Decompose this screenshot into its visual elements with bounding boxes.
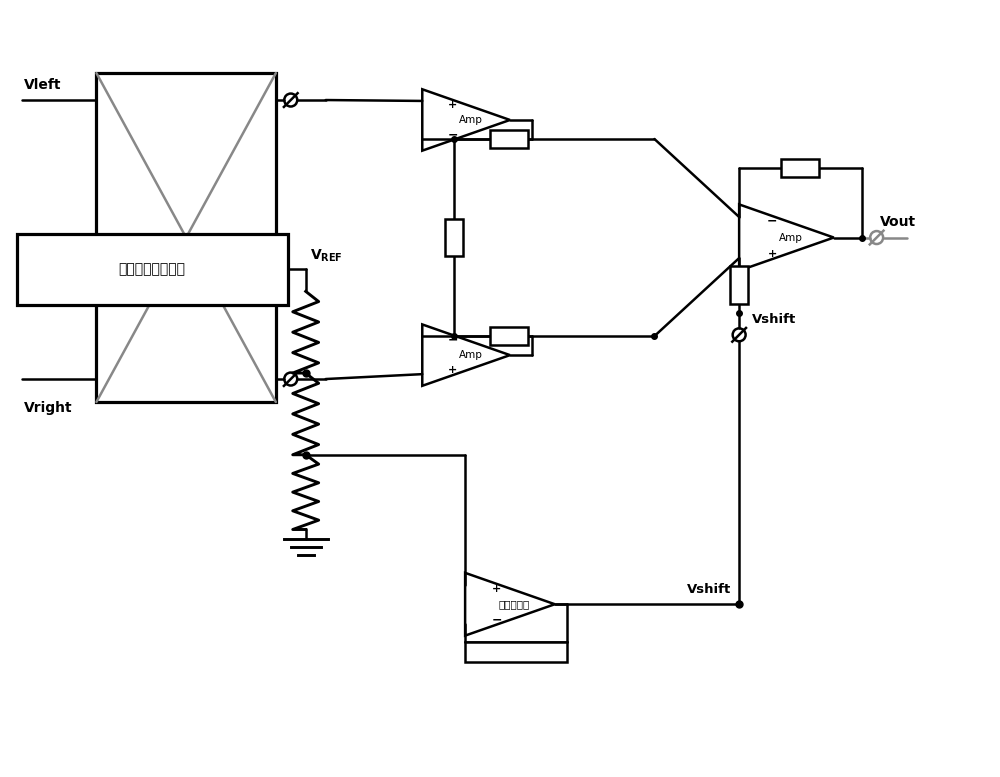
Bar xyxy=(445,218,463,256)
Bar xyxy=(730,266,748,304)
Text: Vright: Vright xyxy=(24,401,72,415)
Text: Vout: Vout xyxy=(880,214,916,228)
Text: Amp: Amp xyxy=(459,350,482,360)
Bar xyxy=(96,73,276,402)
Text: 高精度参考电压源: 高精度参考电压源 xyxy=(119,263,186,277)
Bar xyxy=(17,234,288,305)
Text: $\mathbf{V_{REF}}$: $\mathbf{V_{REF}}$ xyxy=(310,247,342,264)
Bar xyxy=(490,130,528,148)
Text: +: + xyxy=(448,365,458,375)
Bar xyxy=(781,159,819,176)
Text: −: − xyxy=(767,214,778,228)
Text: +: + xyxy=(768,249,777,259)
Text: 缓冲放大器: 缓冲放大器 xyxy=(499,599,530,609)
Text: +: + xyxy=(492,584,501,594)
Bar xyxy=(465,642,567,661)
Text: Vshift: Vshift xyxy=(687,584,731,596)
Text: −: − xyxy=(491,613,502,626)
Text: +: + xyxy=(448,99,458,110)
Bar xyxy=(490,327,528,345)
Text: Amp: Amp xyxy=(779,232,803,242)
Text: Vleft: Vleft xyxy=(24,78,61,92)
Text: Vshift: Vshift xyxy=(752,313,796,326)
Text: −: − xyxy=(448,129,458,142)
Text: −: − xyxy=(448,333,458,347)
Text: Amp: Amp xyxy=(459,115,482,125)
